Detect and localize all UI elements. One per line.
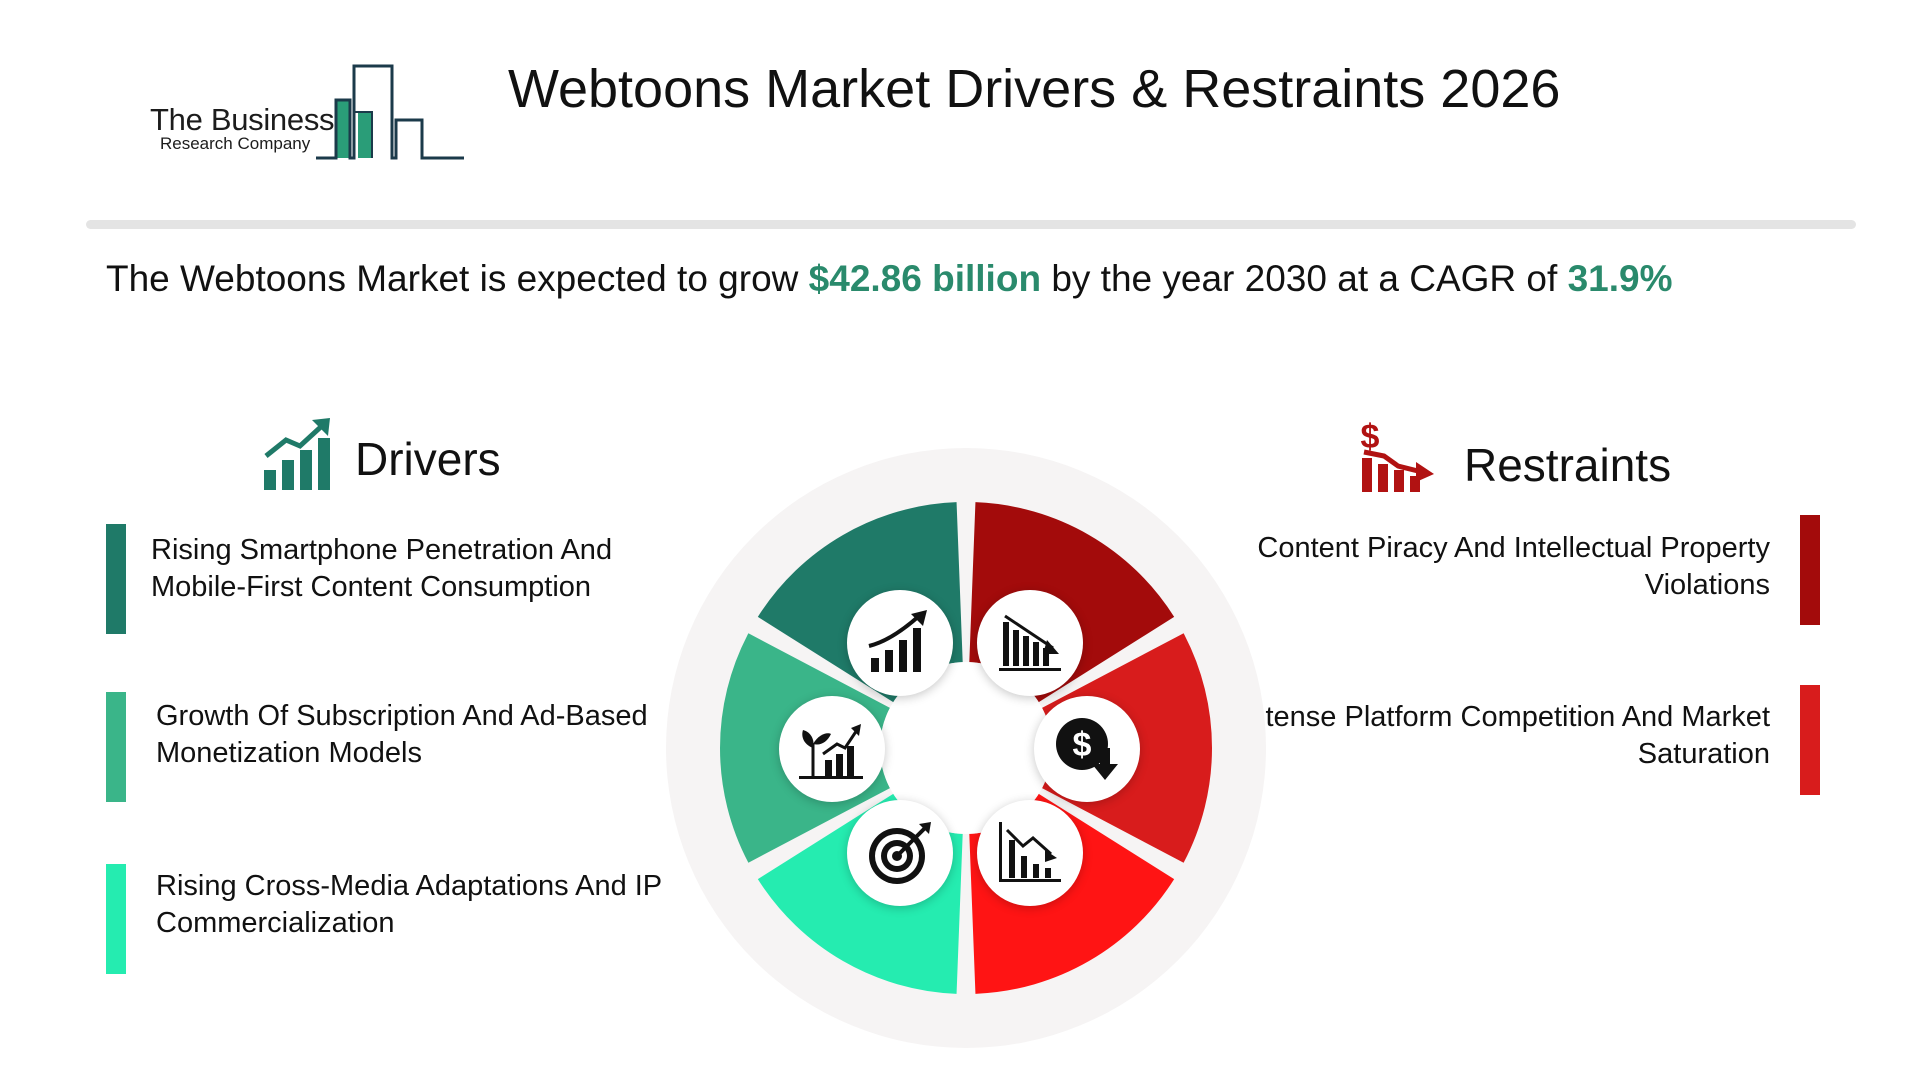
logo-building-mark [316, 64, 464, 160]
wheel-center [880, 662, 1052, 834]
restraints-title: Restraints [1464, 439, 1672, 491]
logo-text-secondary: Research Company [160, 134, 311, 153]
drivers-title: Drivers [355, 433, 501, 485]
dollar-decline-icon: $ [1360, 418, 1436, 497]
declining-trend-chart-icon [977, 800, 1083, 906]
dollar-down-icon: $ [1034, 696, 1140, 802]
driver-item-3: Rising Cross-Media Adaptations And IP Co… [156, 870, 662, 939]
headline-middle: by the year 2030 at a CAGR of [1041, 258, 1568, 299]
restraint-bar-2 [1800, 685, 1820, 795]
drivers-restraints-wheel: $ [666, 448, 1266, 1048]
rising-bar-chart-icon [847, 590, 953, 696]
driver-bar-3 [106, 864, 126, 974]
headline-prefix: The Webtoons Market is expected to grow [106, 258, 809, 299]
svg-text:$: $ [1073, 726, 1092, 764]
driver-bar-1 [106, 524, 126, 634]
restraint-bar-1 [1800, 515, 1820, 625]
restraint-item-2: Intense Platform Competition And Market … [1241, 701, 1770, 770]
header-divider [86, 220, 1856, 229]
svg-text:$: $ [1361, 418, 1380, 456]
plant-growth-chart-icon [779, 696, 885, 802]
market-value: $42.86 billion [808, 258, 1042, 299]
page-title: Webtoons Market Drivers & Restraints 202… [508, 59, 1561, 119]
company-logo: The Business Research Company [146, 62, 466, 164]
growth-chart-icon [262, 416, 332, 497]
driver-bar-2 [106, 692, 126, 802]
declining-bar-chart-icon [977, 590, 1083, 696]
driver-item-1: Rising Smartphone Penetration And Mobile… [151, 534, 613, 603]
driver-item-2: Growth Of Subscription And Ad-Based Mone… [156, 700, 648, 769]
cagr-value: 31.9% [1567, 258, 1673, 299]
market-headline: The Webtoons Market is expected to grow … [106, 258, 1672, 300]
logo-text-primary: The Business [150, 102, 335, 137]
target-icon [847, 800, 953, 906]
restraint-item-1: Content Piracy And Intellectual Property… [1257, 532, 1770, 601]
